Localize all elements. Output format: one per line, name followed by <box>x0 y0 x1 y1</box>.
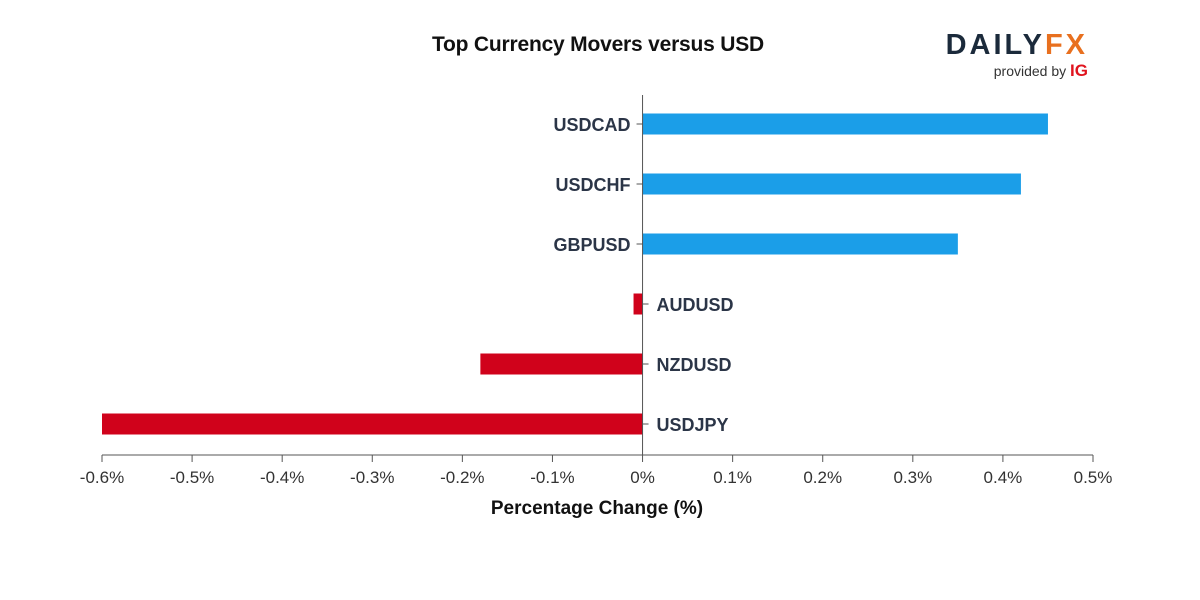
category-label-usdcad: USDCAD <box>554 115 631 135</box>
x-tick-label: -0.6% <box>80 468 124 487</box>
logo-brand-left: DAILY <box>945 29 1045 61</box>
category-label-usdchf: USDCHF <box>556 175 631 195</box>
category-label-gbpusd: GBPUSD <box>554 235 631 255</box>
x-tick-label: 0% <box>630 468 655 487</box>
bar-usdchf <box>642 173 1021 195</box>
logo-brand-right: FX <box>1044 29 1088 61</box>
x-tick-label: -0.2% <box>440 468 484 487</box>
x-axis-title: Percentage Change (%) <box>491 498 703 519</box>
x-tick-label: 0.5% <box>1074 468 1113 487</box>
x-tick-label: -0.3% <box>350 468 394 487</box>
x-tick-label: -0.4% <box>260 468 304 487</box>
logo-provider: IG <box>1070 61 1088 80</box>
bar-usdcad <box>642 113 1048 135</box>
labels-layer: USDCAD USDCHF GBPUSD AUDUSD NZDUSD USDJPY -0.6… <box>80 115 1113 487</box>
x-tick-label: 0.3% <box>893 468 932 487</box>
x-tick-label: -0.1% <box>530 468 574 487</box>
category-label-audusd: AUDUSD <box>657 295 734 315</box>
x-tick-label: 0.1% <box>713 468 752 487</box>
bars-layer <box>102 113 1048 435</box>
logo-provided-by: provided by <box>993 63 1067 79</box>
bar-nzdusd <box>480 353 643 375</box>
x-tick-label: 0.4% <box>984 468 1023 487</box>
bar-audusd <box>633 293 643 315</box>
axis-layer <box>101 95 1094 462</box>
bar-usdjpy <box>102 413 643 435</box>
category-label-nzdusd: NZDUSD <box>657 355 732 375</box>
chart-title: Top Currency Movers versus USD <box>431 33 765 56</box>
bar-gbpusd <box>642 233 958 255</box>
category-label-usdjpy: USDJPY <box>657 415 729 435</box>
x-tick-label: -0.5% <box>170 468 214 487</box>
x-tick-label: 0.2% <box>803 468 842 487</box>
logo-tagline: provided by IG <box>946 62 1088 80</box>
logo-wordmark: DAILYFX <box>946 30 1088 60</box>
dailyfx-logo: DAILYFX provided by IG <box>946 30 1088 80</box>
